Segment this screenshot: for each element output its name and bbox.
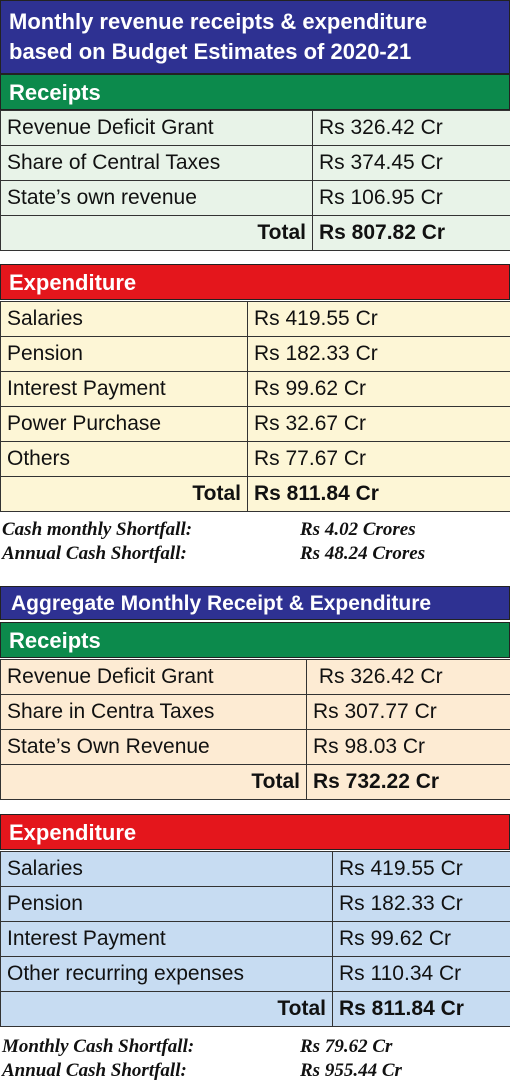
expenditure-label: Interest Payment (0, 371, 248, 407)
table-row: Share in Centra Taxes Rs 307.77 Cr (0, 694, 510, 730)
section1-title-line1: Monthly revenue receipts & expenditure (9, 9, 428, 34)
table-row: Revenue Deficit Grant Rs 326.42 Cr (0, 659, 510, 695)
expenditure-value: Rs 182.33 Cr (247, 336, 510, 372)
table-row: State’s own revenue Rs 106.95 Cr (0, 180, 510, 216)
expenditure-value: Rs 419.55 Cr (332, 851, 510, 887)
section1-title-line2: based on Budget Estimates of 2020-21 (9, 39, 412, 64)
expenditure-label: Pension (0, 886, 333, 922)
receipt-label: Share in Centra Taxes (0, 694, 307, 730)
expenditure-value: Rs 110.34 Cr (332, 956, 510, 992)
table-row-total: Total Rs 811.84 Cr (0, 991, 510, 1027)
receipts-total-value: Rs 732.22 Cr (306, 764, 510, 800)
table-row: Share of Central Taxes Rs 374.45 Cr (0, 145, 510, 181)
shortfall-value: Rs 4.02 Crores (300, 519, 416, 540)
receipts-total-label: Total (0, 764, 307, 800)
section1-title: Monthly revenue receipts & expenditure b… (0, 0, 510, 74)
receipts-total-value: Rs 807.82 Cr (312, 215, 510, 251)
section1-receipts-table: Revenue Deficit Grant Rs 326.42 Cr Share… (0, 110, 510, 251)
expenditure-value: Rs 99.62 Cr (247, 371, 510, 407)
shortfall-value: Rs 955.44 Cr (300, 1060, 402, 1081)
section2-receipts-table: Revenue Deficit Grant Rs 326.42 Cr Share… (0, 659, 510, 800)
expenditure-label: Salaries (0, 851, 333, 887)
receipt-value: Rs 326.42 Cr (306, 659, 510, 695)
expenditure-label: Power Purchase (0, 406, 248, 442)
section2-shortfall-notes: Monthly Cash Shortfall: Rs 79.62 Cr Annu… (0, 1035, 510, 1083)
section1-expenditure-header: Expenditure (0, 264, 510, 300)
shortfall-value: Rs 48.24 Crores (300, 543, 426, 564)
table-row: State’s Own Revenue Rs 98.03 Cr (0, 729, 510, 765)
table-row-total: Total Rs 732.22 Cr (0, 764, 510, 800)
section2-receipts-header: Receipts (0, 622, 510, 658)
receipt-value: Rs 98.03 Cr (306, 729, 510, 765)
shortfall-label: Monthly Cash Shortfall: (2, 1036, 195, 1057)
section2-expenditure-header: Expenditure (0, 814, 510, 850)
receipt-value: Rs 374.45 Cr (312, 145, 510, 181)
shortfall-label: Annual Cash Shortfall: (2, 543, 187, 564)
receipts-total-label: Total (0, 215, 313, 251)
table-row: Interest Payment Rs 99.62 Cr (0, 921, 510, 957)
table-row: Salaries Rs 419.55 Cr (0, 851, 510, 887)
expenditure-label: Salaries (0, 301, 248, 337)
table-row: Salaries Rs 419.55 Cr (0, 301, 510, 337)
section2-expenditure-table: Salaries Rs 419.55 Cr Pension Rs 182.33 … (0, 851, 510, 1027)
expenditure-value: Rs 77.67 Cr (247, 441, 510, 477)
receipt-label: Revenue Deficit Grant (0, 659, 307, 695)
receipt-value: Rs 307.77 Cr (306, 694, 510, 730)
table-row: Power Purchase Rs 32.67 Cr (0, 406, 510, 442)
receipt-value: Rs 326.42 Cr (312, 110, 510, 146)
expenditure-value: Rs 182.33 Cr (332, 886, 510, 922)
table-row: Pension Rs 182.33 Cr (0, 886, 510, 922)
table-row-total: Total Rs 811.84 Cr (0, 476, 510, 512)
table-row: Revenue Deficit Grant Rs 326.42 Cr (0, 110, 510, 146)
section2-title: Aggregate Monthly Receipt & Expenditure (0, 586, 510, 620)
receipt-label: Share of Central Taxes (0, 145, 313, 181)
expenditure-value: Rs 99.62 Cr (332, 921, 510, 957)
receipt-label: State’s own revenue (0, 180, 313, 216)
expenditure-total-label: Total (0, 476, 248, 512)
section1-shortfall-notes: Cash monthly Shortfall: Rs 4.02 Crores A… (0, 518, 510, 566)
receipt-value: Rs 106.95 Cr (312, 180, 510, 216)
shortfall-value: Rs 79.62 Cr (300, 1036, 393, 1057)
shortfall-label: Cash monthly Shortfall: (2, 519, 193, 540)
expenditure-label: Pension (0, 336, 248, 372)
shortfall-label: Annual Cash Shortfall: (2, 1060, 187, 1081)
table-row: Pension Rs 182.33 Cr (0, 336, 510, 372)
expenditure-label: Others (0, 441, 248, 477)
table-row: Other recurring expenses Rs 110.34 Cr (0, 956, 510, 992)
table-row: Interest Payment Rs 99.62 Cr (0, 371, 510, 407)
table-row-total: Total Rs 807.82 Cr (0, 215, 510, 251)
expenditure-total-value: Rs 811.84 Cr (332, 991, 510, 1027)
expenditure-total-value: Rs 811.84 Cr (247, 476, 510, 512)
section1-expenditure-table: Salaries Rs 419.55 Cr Pension Rs 182.33 … (0, 301, 510, 512)
table-row: Others Rs 77.67 Cr (0, 441, 510, 477)
section1-receipts-header: Receipts (0, 74, 510, 110)
expenditure-label: Other recurring expenses (0, 956, 333, 992)
expenditure-value: Rs 32.67 Cr (247, 406, 510, 442)
expenditure-label: Interest Payment (0, 921, 333, 957)
receipt-label: Revenue Deficit Grant (0, 110, 313, 146)
expenditure-value: Rs 419.55 Cr (247, 301, 510, 337)
expenditure-total-label: Total (0, 991, 333, 1027)
receipt-label: State’s Own Revenue (0, 729, 307, 765)
